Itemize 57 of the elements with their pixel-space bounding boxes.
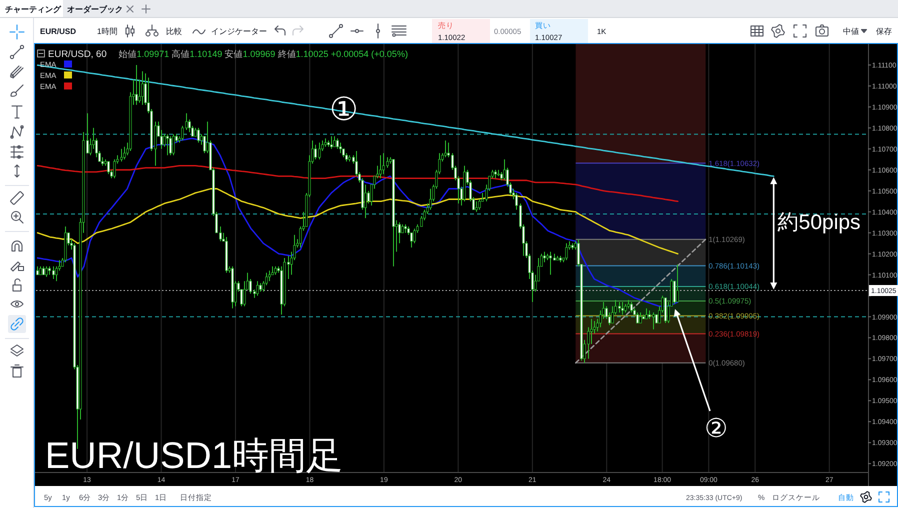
candlestick [330, 136, 333, 150]
candlestick [243, 280, 246, 307]
candlestick [503, 158, 506, 181]
candlestick [413, 228, 416, 244]
candlestick [621, 302, 624, 316]
candlestick [364, 184, 367, 219]
annotation: 約50pips [778, 210, 861, 234]
candlestick [256, 280, 259, 296]
text: EUR/USD, 60 [48, 49, 107, 60]
candlestick [636, 312, 639, 324]
candlestick [645, 308, 648, 320]
candlestick [549, 251, 552, 276]
candlestick [166, 134, 169, 156]
candlestick [639, 312, 642, 324]
text: オーダーブック [67, 5, 123, 14]
text: 始値1.09971 高値1.10149 安値1.09969 終値1.10025 +0.00054 (+0.05%) [118, 49, 408, 59]
candlestick [135, 64, 138, 106]
candlestick [141, 70, 144, 106]
candlestick [280, 266, 283, 316]
candlestick [382, 152, 385, 175]
candlestick [345, 152, 348, 162]
text: チャーティング [5, 5, 62, 14]
text: 保存 [876, 27, 892, 36]
candlestick [429, 188, 432, 210]
candlestick [324, 138, 327, 148]
candlestick [475, 200, 478, 212]
candlestick [268, 270, 271, 282]
candlestick [318, 142, 321, 160]
candlestick [392, 159, 395, 267]
candlestick [618, 302, 621, 314]
candlestick [444, 140, 447, 158]
candlestick [36, 266, 39, 276]
text: 比較 [166, 27, 182, 36]
candlestick [500, 171, 503, 181]
candlestick [314, 144, 317, 160]
candlestick [52, 266, 55, 280]
text: EUR/USD [40, 27, 76, 36]
candlestick [160, 130, 163, 150]
candlestick [463, 165, 466, 202]
candlestick [339, 142, 342, 154]
text: 1時間 [97, 27, 118, 36]
candlestick [652, 312, 655, 330]
annotation: ② [704, 413, 728, 443]
candlestick [497, 169, 500, 177]
candlestick [379, 154, 382, 179]
candlestick [348, 154, 351, 162]
text: 中値 [843, 27, 859, 36]
candlestick [676, 264, 679, 302]
candlestick [627, 299, 630, 309]
annotation: EUR/USD1時間足 [45, 435, 344, 476]
text: インジケーター [211, 27, 267, 36]
candlestick [120, 148, 123, 162]
candlestick [642, 314, 645, 320]
candlestick [648, 310, 651, 320]
candlestick [327, 140, 330, 148]
candlestick [188, 119, 191, 133]
candlestick [123, 146, 126, 160]
